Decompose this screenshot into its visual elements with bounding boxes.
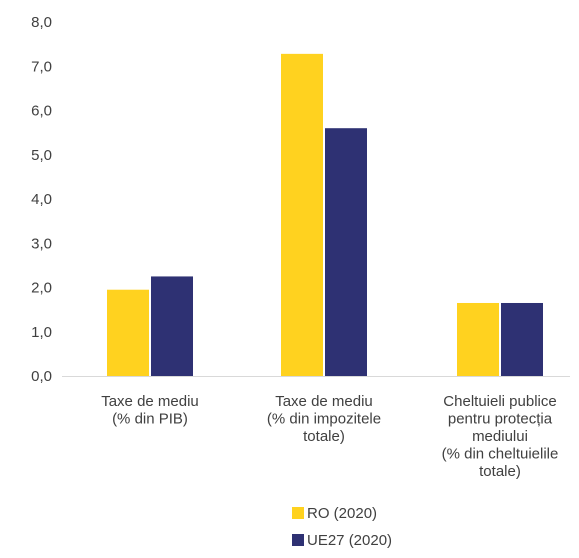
bar-ro-3: [457, 302, 499, 376]
y-tick-label: 2,0: [31, 280, 52, 297]
legend-label-ue27: UE27 (2020): [307, 532, 392, 549]
category-label-line: Taxe de mediu: [275, 393, 373, 410]
y-tick-label: 7,0: [31, 58, 52, 75]
category-label-line: mediului: [472, 428, 528, 445]
bar-ue27-2: [325, 128, 367, 376]
category-label-3: Cheltuieli publice pentru protecția mediul…: [442, 393, 559, 480]
category-label-line: totale): [479, 463, 521, 480]
category-label-line: (% din PIB): [112, 411, 188, 428]
y-tick-label: 3,0: [31, 235, 52, 252]
bar-ue27-1: [151, 276, 193, 376]
bar-ro-2: [281, 53, 323, 377]
legend: RO (2020) UE27 (2020): [292, 505, 392, 549]
y-axis-ticks: 0,0 1,0 2,0 3,0 4,0 5,0 6,0 7,0 8,0: [31, 14, 52, 385]
bar-ro-1: [107, 289, 149, 376]
category-label-line: (% din cheltuielile: [442, 446, 559, 463]
y-tick-label: 8,0: [31, 14, 52, 31]
category-labels: Taxe de mediu (% din PIB)Taxe de mediu (% …: [101, 393, 558, 480]
category-label-2: Taxe de mediu (% din impozitele totale): [267, 393, 381, 445]
category-label-line: pentru protecția: [448, 411, 553, 428]
y-tick-label: 6,0: [31, 103, 52, 120]
y-tick-label: 1,0: [31, 324, 52, 341]
legend-swatch-ue27: [292, 534, 304, 546]
y-tick-label: 4,0: [31, 191, 52, 208]
legend-label-ro: RO (2020): [307, 505, 377, 522]
category-label-line: Taxe de mediu: [101, 393, 199, 410]
category-label-line: (% din impozitele: [267, 411, 381, 428]
category-label-1: Taxe de mediu (% din PIB): [101, 393, 199, 428]
y-tick-label: 5,0: [31, 147, 52, 164]
legend-swatch-ro: [292, 507, 304, 519]
bar-ue27-3: [501, 302, 543, 376]
bars-group: [107, 53, 543, 377]
category-label-line: Cheltuieli publice: [443, 393, 556, 410]
category-label-line: totale): [303, 428, 345, 445]
y-tick-label: 0,0: [31, 368, 52, 385]
